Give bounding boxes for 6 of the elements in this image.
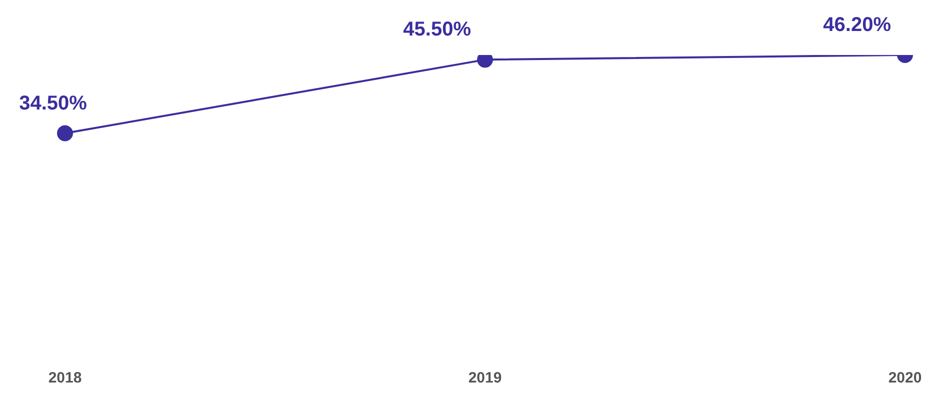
x-tick-label: 2019 bbox=[468, 370, 502, 387]
data-label: 34.50% bbox=[19, 92, 88, 114]
x-tick-label: 2020 bbox=[888, 370, 922, 387]
data-label: 45.50% bbox=[403, 18, 472, 41]
x-tick-label: 2018 bbox=[48, 370, 82, 387]
data-label: 46.20% bbox=[823, 14, 892, 36]
